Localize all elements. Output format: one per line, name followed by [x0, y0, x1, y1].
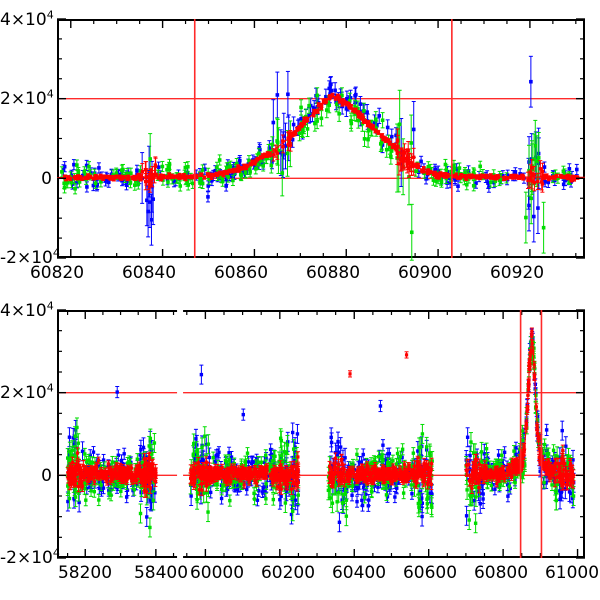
- upper-plot-svg: [56, 18, 586, 261]
- lower-ytick-0: 0: [41, 466, 52, 486]
- lower-ytick-40000: 4×104: [0, 299, 54, 321]
- upper-xtick-60880: 60880: [305, 263, 361, 283]
- lower-plot-svg: [57, 308, 585, 561]
- upper-xtick-60860: 60860: [213, 263, 269, 283]
- upper-ytick-0: 0: [41, 169, 52, 189]
- lower-ytick-minus20000: -2×104: [0, 546, 60, 568]
- upper-xtick-60820: 60820: [29, 263, 85, 283]
- lower-ytick-20000: 2×104: [0, 381, 54, 403]
- upper-xtick-60920: 60920: [489, 263, 545, 283]
- upper-panel: 4×104 2×104 0 -2×104 60820 60840 60860 6…: [0, 8, 586, 283]
- lower-xtick-58400: 58400: [133, 563, 189, 583]
- lower-xtick-60200: 60200: [260, 563, 316, 583]
- lower-panel: 4×104 2×104 0 -2×104 58200 58400 60000 6…: [0, 300, 600, 600]
- lower-xtick-60600: 60600: [402, 563, 458, 583]
- upper-ytick-40000: 4×104: [0, 8, 54, 30]
- lower-xtick-60400: 60400: [331, 563, 387, 583]
- lower-xtick-61000: 61000: [544, 563, 600, 583]
- lower-xtick-60000: 60000: [189, 563, 245, 583]
- upper-xtick-60840: 60840: [121, 263, 177, 283]
- lower-xtick-58200: 58200: [57, 563, 113, 583]
- lower-xtick-60800: 60800: [473, 563, 529, 583]
- upper-xtick-60900: 60900: [397, 263, 453, 283]
- upper-ytick-minus20000: -2×104: [0, 246, 60, 268]
- upper-ytick-20000: 2×104: [0, 87, 54, 109]
